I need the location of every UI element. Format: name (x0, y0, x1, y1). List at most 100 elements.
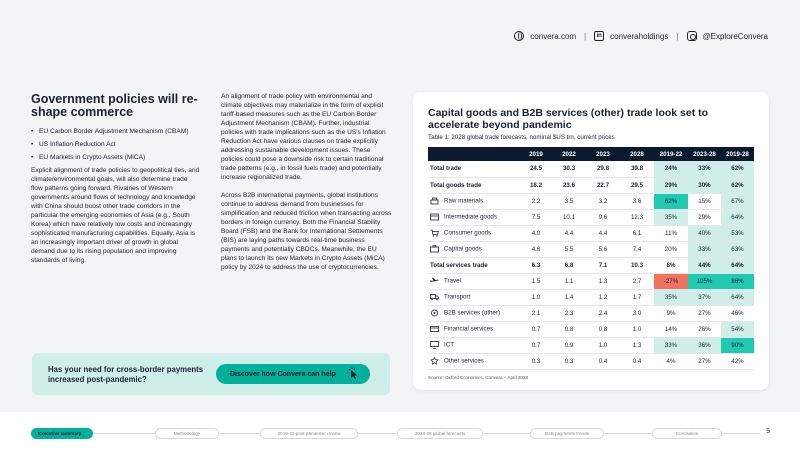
nav-methodology[interactable]: Methodology (155, 428, 219, 439)
table-cell: 18.2 (520, 177, 552, 194)
list-item: US Inflation Reduction Act (31, 140, 201, 149)
website-link[interactable]: convera.com (530, 31, 577, 41)
table-cell: 7.4 (620, 241, 654, 258)
table-cell: 33% (654, 337, 688, 354)
nav-global-forecasts[interactable]: 2023-28 global forecasts (397, 428, 483, 439)
separator: | (676, 31, 679, 41)
discover-convera-button[interactable]: Discover how Convera can help (216, 364, 370, 384)
table-cell: 0.8 (586, 321, 620, 338)
row-label-text: Consumer goods (444, 229, 492, 237)
column-header: 2019 (520, 147, 552, 161)
table-cell: 64% (721, 257, 754, 274)
ict-icon (430, 341, 439, 349)
table-cell: 30% (688, 177, 721, 194)
table-row: Total goods trade 18.2 23.6 22.7 29.5 29% 30% 6… (428, 177, 754, 194)
trade-forecast-table: 2019 2022 2023 2028 2019-22 2023-28 2019-28 To… (428, 147, 754, 370)
table-cell: 15% (688, 193, 721, 210)
nav-b2b-payments-trends[interactable]: B2B payments trends (530, 428, 604, 439)
page-number: 5 (766, 428, 770, 435)
table-cell: 29% (688, 209, 721, 226)
table-cell: 62% (721, 177, 754, 194)
table-cell: 30.3 (552, 161, 586, 178)
row-label-text: ICT (444, 341, 454, 349)
table-row: B2B services (other) 2.1 2.3 2.4 3.0 9% 27% 46% (428, 305, 754, 322)
table-cell: 35% (654, 289, 688, 306)
table-cell: 7.5 (520, 209, 552, 226)
instagram-link[interactable]: @ExploreConvera (702, 31, 768, 41)
table-cell: 0.4 (586, 353, 620, 370)
nav-post-pandemic-review[interactable]: 2019-22 post-pandemic review (260, 428, 358, 439)
row-label: Total goods trade (428, 177, 520, 194)
table-cell: 63% (721, 241, 754, 258)
table-cell: 2.3 (552, 305, 586, 322)
table-cell: 20% (654, 241, 688, 258)
table-cell: 1.0 (520, 289, 552, 306)
table-cell: 22.7 (586, 177, 620, 194)
table-row: Total services trade 6.3 6.8 7.1 10.3 8% 44% 64… (428, 257, 754, 274)
table-cell: 1.2 (586, 289, 620, 306)
transport-icon (430, 293, 439, 301)
row-label: Transport (428, 289, 520, 306)
section-title: Government policies will re-shape commer… (31, 92, 198, 119)
table-cell: 1.1 (552, 273, 586, 290)
row-label: B2B services (other) (428, 305, 520, 322)
table-cell: 4.0 (520, 225, 552, 242)
row-label: Intermediate goods (428, 209, 520, 226)
table-cell: 12.3 (620, 209, 654, 226)
table-cell: 1.3 (620, 337, 654, 354)
social-header: convera.com | in converaholdings | @Expl… (514, 31, 768, 41)
table-row: Travel 1.5 1.1 1.3 2.7 -27% 105% 86% (428, 273, 754, 290)
nav-conclusion[interactable]: Conclusion (652, 428, 722, 439)
row-label-text: Financial services (444, 325, 494, 333)
table-cell: 33% (688, 161, 721, 178)
table-cell: 9.6 (586, 209, 620, 226)
row-label: Raw materials (428, 193, 520, 210)
table-cell: 10.1 (552, 209, 586, 226)
table-cell: 8% (654, 257, 688, 274)
nav-track (30, 433, 760, 434)
table-cell: 1.7 (620, 289, 654, 306)
table-cell: 0.3 (520, 353, 552, 370)
footer-navigation: Executive summary Methodology 2019-22 po… (0, 412, 800, 450)
table-header-row: 2019 2022 2023 2028 2019-22 2023-28 2019-28 (428, 147, 754, 161)
table-cell: 0.4 (620, 353, 654, 370)
row-label-text: Total goods trade (430, 181, 482, 189)
cta-banner: Has your need for cross-border payments … (32, 353, 390, 395)
table-cell: 62% (721, 161, 754, 178)
financial-services-icon (430, 325, 439, 333)
row-label: ICT (428, 337, 520, 354)
table-cell: 42% (721, 353, 754, 370)
table-cell: 62% (654, 193, 688, 210)
table-cell: 24.5 (520, 161, 552, 178)
table-cell: 2.1 (520, 305, 552, 322)
table-cell: 29% (654, 177, 688, 194)
b2b-services-icon (430, 309, 439, 317)
table-cell: 5.6 (586, 241, 620, 258)
travel-icon (430, 277, 439, 285)
table-cell: 67% (721, 193, 754, 210)
table-cell: 1.3 (586, 273, 620, 290)
list-item: EU Markets in Crypto Assets (MiCA) (31, 153, 201, 162)
table-cell: 4% (654, 353, 688, 370)
instagram-icon (686, 31, 697, 41)
table-cell: 0.9 (552, 337, 586, 354)
table-cell: 1.0 (586, 337, 620, 354)
column-header: 2023-28 (688, 147, 721, 161)
table-cell: 3.2 (586, 193, 620, 210)
table-cell: 3.6 (620, 193, 654, 210)
table-cell: 26% (688, 321, 721, 338)
raw-materials-icon (430, 197, 439, 205)
table-cell: 9% (654, 305, 688, 322)
row-label: Other services (428, 353, 520, 370)
table-cell: 39.8 (620, 161, 654, 178)
pointer-cursor-icon (348, 367, 357, 379)
nav-executive-summary[interactable]: Executive summary (31, 428, 93, 439)
column-header: 2022 (552, 147, 586, 161)
table-cell: 36% (688, 337, 721, 354)
table-cell: 35% (654, 209, 688, 226)
body-paragraph: Explicit alignment of trade policies to … (31, 167, 200, 264)
table-source: Source: Oxford Economics, Convera – Apri… (428, 375, 529, 380)
cta-button-label: Discover how Convera can help (230, 370, 336, 378)
linkedin-link[interactable]: converaholdings (610, 31, 669, 41)
table-cell: 6.8 (552, 257, 586, 274)
